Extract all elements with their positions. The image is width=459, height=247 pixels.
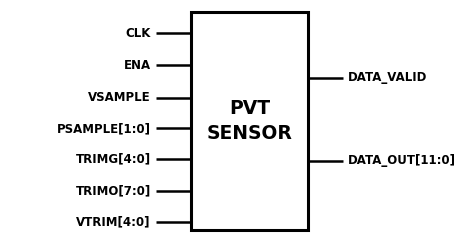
Text: TRIMO[7:0]: TRIMO[7:0]	[75, 185, 151, 198]
Text: ENA: ENA	[123, 59, 151, 72]
Text: VSAMPLE: VSAMPLE	[88, 91, 151, 104]
Bar	[190, 12, 308, 230]
Text: CLK: CLK	[125, 27, 151, 40]
Text: VTRIM[4:0]: VTRIM[4:0]	[76, 216, 151, 229]
Text: DATA_VALID: DATA_VALID	[347, 71, 427, 84]
Text: DATA_OUT[11:0]: DATA_OUT[11:0]	[347, 154, 455, 167]
Text: PSAMPLE[1:0]: PSAMPLE[1:0]	[57, 122, 151, 135]
Text: TRIMG[4:0]: TRIMG[4:0]	[76, 153, 151, 166]
Text: PVT
SENSOR: PVT SENSOR	[206, 99, 292, 143]
